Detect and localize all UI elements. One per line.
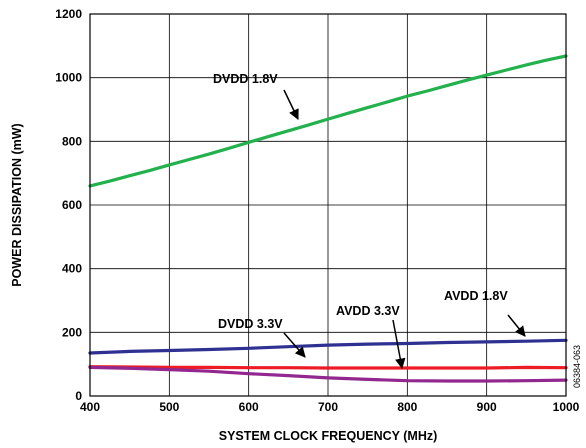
annotations: DVDD 1.8V AVDD 1.8V AVDD 3.3V DVDD 3.3V [213,72,526,370]
annotation-arrow-dvdd-3v3 [283,332,306,358]
annotation-avdd-3v3: AVDD 3.3V [336,304,400,318]
x-tick-700: 700 [318,400,338,414]
annotation-dvdd-1v8: DVDD 1.8V [213,72,278,86]
y-tick-200: 200 [62,325,82,339]
series-line-avdd-3-3v [88,365,568,370]
series-line-dvdd-1-8v [88,54,568,188]
annotation-arrow-avdd-3v3 [392,319,406,370]
x-tick-labels: 400 500 600 700 800 900 1000 [80,400,580,414]
x-tick-600: 600 [239,400,259,414]
series-line-dvdd-3-3v [88,365,568,383]
plot-frame [89,13,567,397]
y-tick-400: 400 [62,262,82,276]
y-tick-0: 0 [75,389,82,403]
annotation-arrow-dvdd-1v8 [283,89,299,120]
y-tick-800: 800 [62,134,82,148]
series-line-avdd-1-8v [88,338,568,355]
y-tick-labels: 0 200 400 600 800 1000 1200 [55,7,82,403]
y-tick-1000: 1000 [55,71,82,85]
figure-id: 06384-063 [572,345,582,388]
y-tick-1200: 1200 [55,7,82,21]
x-tick-900: 900 [477,400,497,414]
y-axis-title: POWER DISSIPATION (mW) [10,123,24,286]
annotation-arrow-avdd-1v8 [507,314,526,337]
x-tick-800: 800 [397,400,417,414]
x-tick-400: 400 [80,400,100,414]
annotation-dvdd-3v3: DVDD 3.3V [218,317,283,331]
annotation-avdd-1v8: AVDD 1.8V [444,289,508,303]
x-axis-title: SYSTEM CLOCK FREQUENCY (MHz) [219,429,438,443]
series-layer [88,54,568,383]
y-tick-600: 600 [62,198,82,212]
grid-lines [90,14,566,396]
x-tick-500: 500 [159,400,179,414]
x-tick-1000: 1000 [553,400,580,414]
